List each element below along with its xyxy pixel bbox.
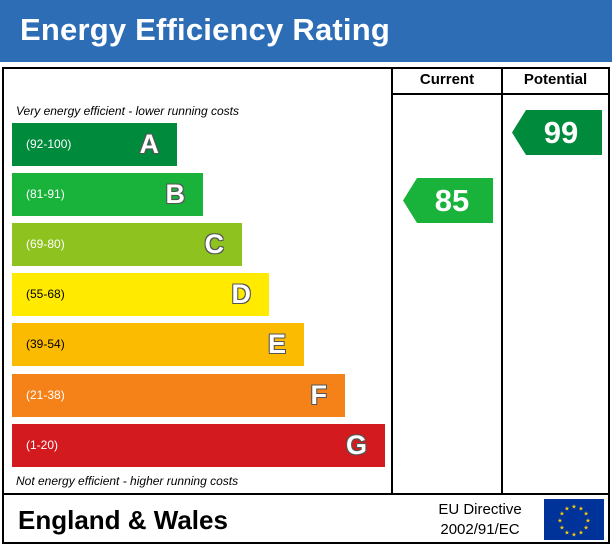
band-b-range: (81-91) bbox=[26, 187, 65, 201]
band-g: (1-20) G bbox=[12, 424, 385, 467]
svg-text:★: ★ bbox=[583, 511, 588, 518]
band-c-range: (69-80) bbox=[26, 237, 65, 251]
band-a-range: (92-100) bbox=[26, 137, 72, 151]
svg-text:★: ★ bbox=[559, 511, 564, 518]
efficient-note: Very energy efficient - lower running co… bbox=[16, 104, 239, 118]
potential-rating-arrow: 99 bbox=[512, 110, 602, 155]
band-g-letter: G bbox=[345, 430, 367, 460]
band-b-letter: B bbox=[165, 179, 186, 209]
band-e: (39-54) E bbox=[12, 323, 304, 366]
potential-rating-value: 99 bbox=[543, 115, 579, 150]
svg-text:★: ★ bbox=[564, 530, 569, 537]
column-divider-current bbox=[391, 67, 393, 495]
svg-text:★: ★ bbox=[583, 525, 588, 532]
inefficient-note: Not energy efficient - higher running co… bbox=[16, 474, 239, 488]
rating-table bbox=[2, 67, 610, 544]
svg-text:★: ★ bbox=[578, 505, 583, 512]
band-c-letter: C bbox=[204, 229, 225, 259]
band-d: (55-68) D bbox=[12, 273, 269, 316]
eu-directive-line1: EU Directive bbox=[438, 501, 522, 518]
eu-flag-icon: ★ ★ ★ ★ ★ ★ ★ ★ ★ ★ ★ ★ bbox=[544, 499, 604, 540]
eu-directive-line2: 2002/91/EC bbox=[440, 521, 520, 538]
svg-text:★: ★ bbox=[557, 518, 562, 525]
footer-divider bbox=[2, 493, 610, 495]
current-rating-arrow: 85 bbox=[403, 178, 493, 223]
page-title: Energy Efficiency Rating bbox=[20, 12, 391, 47]
band-g-range: (1-20) bbox=[26, 438, 59, 452]
svg-text:★: ★ bbox=[559, 525, 564, 532]
band-c: (69-80) C bbox=[12, 223, 242, 266]
band-a-letter: A bbox=[139, 129, 160, 159]
svg-text:★: ★ bbox=[571, 504, 576, 511]
current-rating-value: 85 bbox=[434, 183, 470, 218]
band-a: (92-100) A bbox=[12, 123, 177, 166]
band-f: (21-38) F bbox=[12, 374, 345, 417]
header-bar: Energy Efficiency Rating bbox=[0, 0, 612, 62]
potential-column-header: Potential bbox=[523, 71, 588, 88]
band-f-range: (21-38) bbox=[26, 388, 65, 402]
svg-text:★: ★ bbox=[585, 518, 590, 525]
column-divider-potential bbox=[501, 67, 503, 495]
header-divider bbox=[391, 93, 610, 95]
current-column-header: Current bbox=[419, 71, 475, 88]
eu-directive: EU Directive 2002/91/EC bbox=[412, 500, 548, 540]
svg-text:★: ★ bbox=[564, 505, 569, 512]
band-d-range: (55-68) bbox=[26, 287, 65, 301]
band-e-range: (39-54) bbox=[26, 337, 65, 351]
band-e-letter: E bbox=[267, 329, 286, 359]
band-f-letter: F bbox=[310, 380, 328, 410]
svg-text:★: ★ bbox=[578, 530, 583, 537]
band-b: (81-91) B bbox=[12, 173, 203, 216]
region-label: England & Wales bbox=[18, 505, 228, 535]
band-d-letter: D bbox=[231, 279, 252, 309]
svg-text:★: ★ bbox=[571, 532, 576, 539]
